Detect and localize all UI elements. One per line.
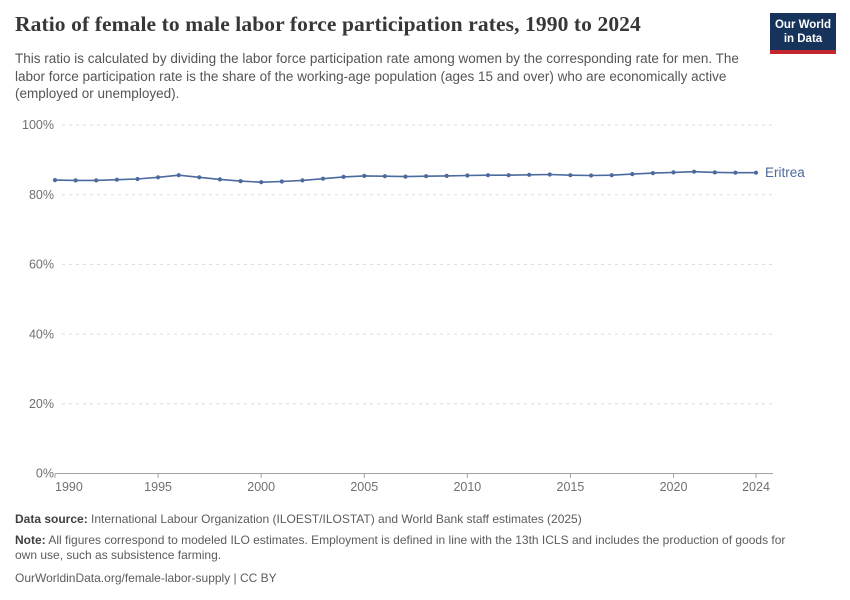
- data-point[interactable]: [279, 179, 284, 184]
- y-tick-label: 100%: [22, 118, 54, 132]
- data-point[interactable]: [341, 174, 346, 179]
- note-text: All figures correspond to modeled ILO es…: [15, 532, 786, 563]
- data-point[interactable]: [52, 178, 58, 183]
- note-line: Note: All figures correspond to modeled …: [15, 533, 803, 564]
- x-tick-label: 2005: [350, 480, 378, 494]
- data-point[interactable]: [506, 173, 511, 178]
- y-tick-label: 40%: [29, 327, 54, 341]
- page-title: Ratio of female to male labor force part…: [15, 12, 641, 36]
- chart-footer: Data source: International Labour Organi…: [15, 512, 803, 586]
- x-tick-label: 2000: [247, 480, 275, 494]
- data-point[interactable]: [238, 179, 243, 184]
- x-tick-label: 1990: [55, 480, 83, 494]
- chart-subtitle: This ratio is calculated by dividing the…: [15, 51, 739, 101]
- owid-logo-line1: Our World: [774, 19, 831, 31]
- line-chart[interactable]: 0% 20% 40% 60% 80% 100% 1990 1995 2000 2005 2010 20…: [0, 0, 850, 505]
- x-tick-label: 2024: [742, 480, 770, 494]
- data-point[interactable]: [444, 173, 449, 178]
- data-point[interactable]: [94, 178, 99, 183]
- data-point[interactable]: [712, 170, 717, 175]
- data-point[interactable]: [176, 173, 181, 178]
- y-tick-label: 60%: [29, 258, 54, 272]
- data-source-label: Data source:: [15, 512, 88, 526]
- entity-label[interactable]: Eritrea: [765, 165, 805, 180]
- y-tick-label: 0%: [36, 467, 54, 481]
- data-point[interactable]: [650, 171, 656, 176]
- data-point[interactable]: [692, 169, 697, 174]
- owid-logo[interactable]: Our World in Data: [770, 13, 836, 54]
- x-tick-label: 2015: [557, 480, 585, 494]
- data-point[interactable]: [568, 173, 573, 178]
- data-point[interactable]: [135, 176, 140, 182]
- data-point[interactable]: [609, 173, 614, 178]
- x-tick-label: 2020: [660, 480, 688, 494]
- data-point[interactable]: [424, 174, 429, 179]
- data-point[interactable]: [259, 180, 264, 185]
- data-point[interactable]: [217, 177, 222, 182]
- data-point[interactable]: [589, 173, 594, 178]
- data-point[interactable]: [300, 178, 305, 183]
- x-tick-label: 2010: [453, 480, 481, 494]
- data-point[interactable]: [733, 170, 738, 175]
- data-point[interactable]: [362, 173, 367, 178]
- data-point[interactable]: [156, 175, 161, 180]
- y-tick-label: 20%: [29, 397, 54, 411]
- data-point[interactable]: [114, 177, 119, 182]
- data-point[interactable]: [403, 174, 408, 179]
- data-point[interactable]: [547, 172, 552, 177]
- data-point[interactable]: [485, 173, 491, 178]
- data-point[interactable]: [465, 173, 470, 178]
- owid-logo-line2: in Data: [783, 33, 823, 45]
- data-point[interactable]: [320, 176, 326, 181]
- data-point[interactable]: [197, 175, 202, 180]
- data-point[interactable]: [527, 172, 532, 177]
- citation-line[interactable]: OurWorldinData.org/female-labor-supply |…: [15, 570, 277, 585]
- y-tick-label: 80%: [29, 188, 54, 202]
- data-point[interactable]: [382, 174, 387, 179]
- data-point[interactable]: [671, 170, 676, 175]
- data-source-line: Data source: International Labour Organi…: [15, 512, 803, 528]
- note-label: Note:: [15, 532, 46, 547]
- x-tick-label: 1995: [144, 480, 172, 494]
- data-point[interactable]: [753, 170, 759, 175]
- data-point[interactable]: [630, 172, 635, 177]
- data-point[interactable]: [73, 178, 78, 183]
- data-source-text: International Labour Organization (ILOES…: [87, 512, 582, 526]
